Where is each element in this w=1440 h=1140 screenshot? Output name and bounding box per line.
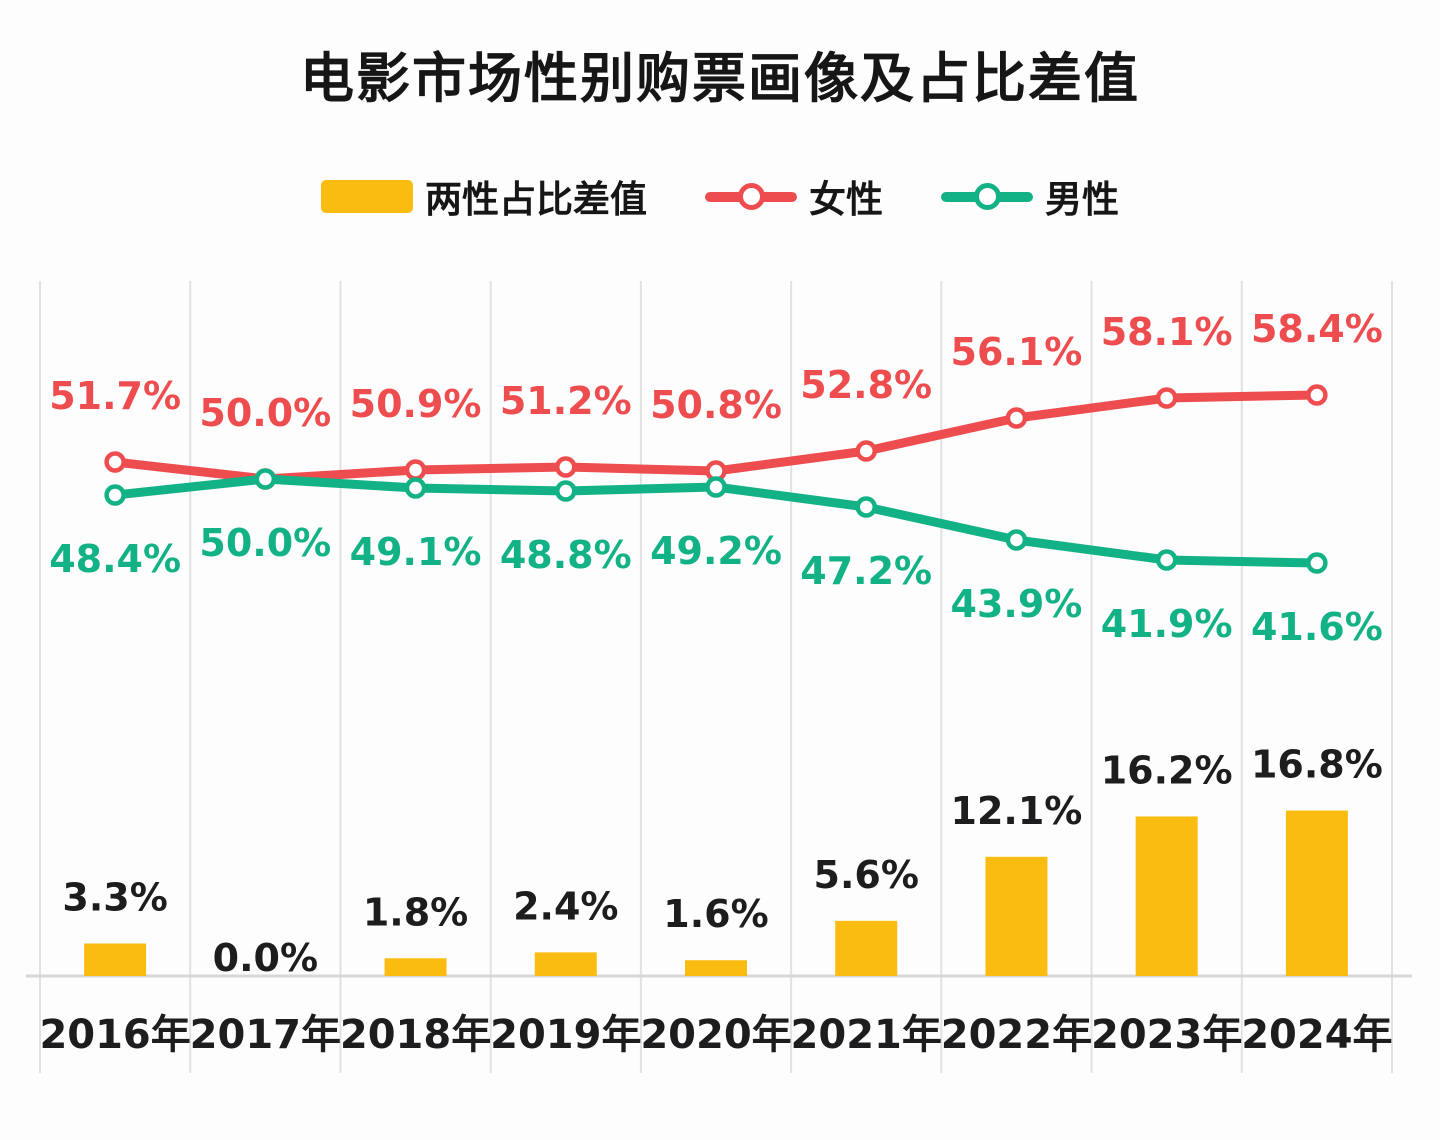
- diff-bar-value-label: 2.4%: [513, 884, 618, 928]
- x-axis-label: 2018年: [340, 1012, 491, 1058]
- female-value-label: 50.9%: [350, 382, 482, 426]
- male-value-label: 50.0%: [199, 521, 331, 565]
- male-point-marker: [104, 484, 126, 506]
- female-value-label: 58.1%: [1101, 310, 1233, 354]
- female-line-swatch-icon: [705, 180, 797, 213]
- male-value-label: 48.8%: [500, 533, 632, 577]
- diff-bar-value-label: 12.1%: [951, 789, 1083, 833]
- male-value-label: 49.2%: [650, 529, 782, 573]
- diff-bar: [1285, 810, 1348, 976]
- female-value-label: 51.7%: [49, 374, 181, 418]
- male-point-marker: [855, 496, 877, 518]
- diff-bar: [84, 943, 147, 976]
- male-value-label: 47.2%: [800, 549, 932, 593]
- x-axis-label: 2016年: [39, 1012, 190, 1058]
- male-point-marker: [705, 476, 727, 498]
- female-point-marker: [104, 451, 126, 473]
- male-point-marker: [1306, 552, 1328, 574]
- x-axis-label: 2019年: [490, 1012, 641, 1058]
- diff-bar-value-label: 0.0%: [213, 936, 318, 980]
- x-axis-label: 2022年: [941, 1012, 1092, 1058]
- legend: 两性占比差值 女性 男性: [0, 166, 1440, 226]
- diff-bar-value-label: 3.3%: [62, 875, 167, 919]
- diff-bar: [384, 958, 447, 976]
- female-point-marker: [1155, 387, 1178, 409]
- female-point-marker: [404, 459, 427, 481]
- legend-label-diff: 两性占比差值: [425, 178, 647, 221]
- female-value-label: 58.4%: [1251, 307, 1383, 351]
- legend-label-female: 女性: [809, 178, 883, 221]
- diff-bar: [835, 920, 898, 976]
- female-value-label: 50.8%: [650, 383, 782, 427]
- male-line-swatch-icon: [941, 180, 1033, 213]
- male-point-marker-icon: [974, 182, 1001, 210]
- legend-label-male: 男性: [1045, 178, 1119, 221]
- diff-bar: [985, 856, 1048, 976]
- diff-bar-value-label: 16.8%: [1251, 743, 1383, 787]
- male-value-label: 48.4%: [49, 537, 181, 581]
- diff-bar-value-label: 1.6%: [663, 892, 768, 936]
- x-axis-label: 2023年: [1091, 1012, 1242, 1058]
- male-value-label: 41.6%: [1251, 605, 1383, 649]
- female-point-marker-icon: [738, 182, 765, 210]
- female-value-label: 52.8%: [800, 363, 932, 407]
- diff-bar-value-label: 5.6%: [814, 853, 919, 897]
- legend-item-female: 女性: [705, 169, 883, 223]
- x-axis-label: 2024年: [1241, 1012, 1392, 1058]
- female-value-label: 50.0%: [199, 391, 331, 435]
- diff-bar-swatch-icon: [321, 179, 413, 213]
- x-axis-label: 2017年: [190, 1012, 341, 1058]
- female-value-label: 56.1%: [951, 330, 1083, 374]
- male-point-marker: [254, 468, 277, 490]
- x-axis-label: 2020年: [640, 1012, 791, 1058]
- female-value-label: 51.2%: [500, 379, 632, 423]
- male-point-marker: [1005, 529, 1028, 551]
- male-point-marker: [404, 477, 427, 499]
- female-point-marker: [1005, 407, 1028, 429]
- male-value-label: 41.9%: [1101, 602, 1233, 646]
- male-point-marker: [555, 480, 577, 502]
- male-point-marker: [1155, 549, 1178, 571]
- male-value-label: 49.1%: [350, 530, 482, 574]
- female-point-marker: [555, 456, 577, 478]
- female-point-marker: [1306, 384, 1328, 406]
- diff-bar-value-label: 1.8%: [363, 890, 468, 934]
- chart-svg: 3.3% 0.0% 1.8% 2.4% 1.6% 5.6% 12.1% 16.2% 16.8% 5…: [26, 281, 1412, 1073]
- female-point-marker: [855, 440, 877, 462]
- x-axis-label: 2021年: [791, 1012, 942, 1058]
- diff-bar-value-label: 16.2%: [1101, 748, 1233, 792]
- diff-bar: [534, 952, 597, 976]
- diff-bar: [685, 960, 747, 976]
- male-value-label: 43.9%: [951, 582, 1083, 626]
- chart-title: 电影市场性别购票画像及占比差值: [300, 47, 1140, 110]
- legend-item-diff: 两性占比差值: [321, 169, 647, 223]
- diff-bar: [1135, 816, 1198, 976]
- legend-item-male: 男性: [941, 169, 1119, 223]
